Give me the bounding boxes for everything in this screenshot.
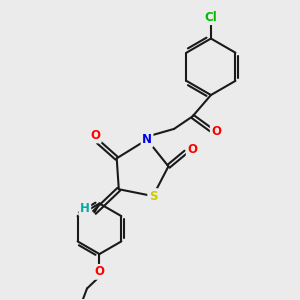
Text: N: N: [142, 133, 152, 146]
Text: H: H: [80, 202, 90, 215]
Text: O: O: [211, 125, 221, 138]
Text: O: O: [90, 129, 100, 142]
Text: Cl: Cl: [205, 11, 217, 24]
Text: O: O: [94, 266, 104, 278]
Text: O: O: [187, 143, 197, 156]
Text: S: S: [149, 190, 157, 202]
